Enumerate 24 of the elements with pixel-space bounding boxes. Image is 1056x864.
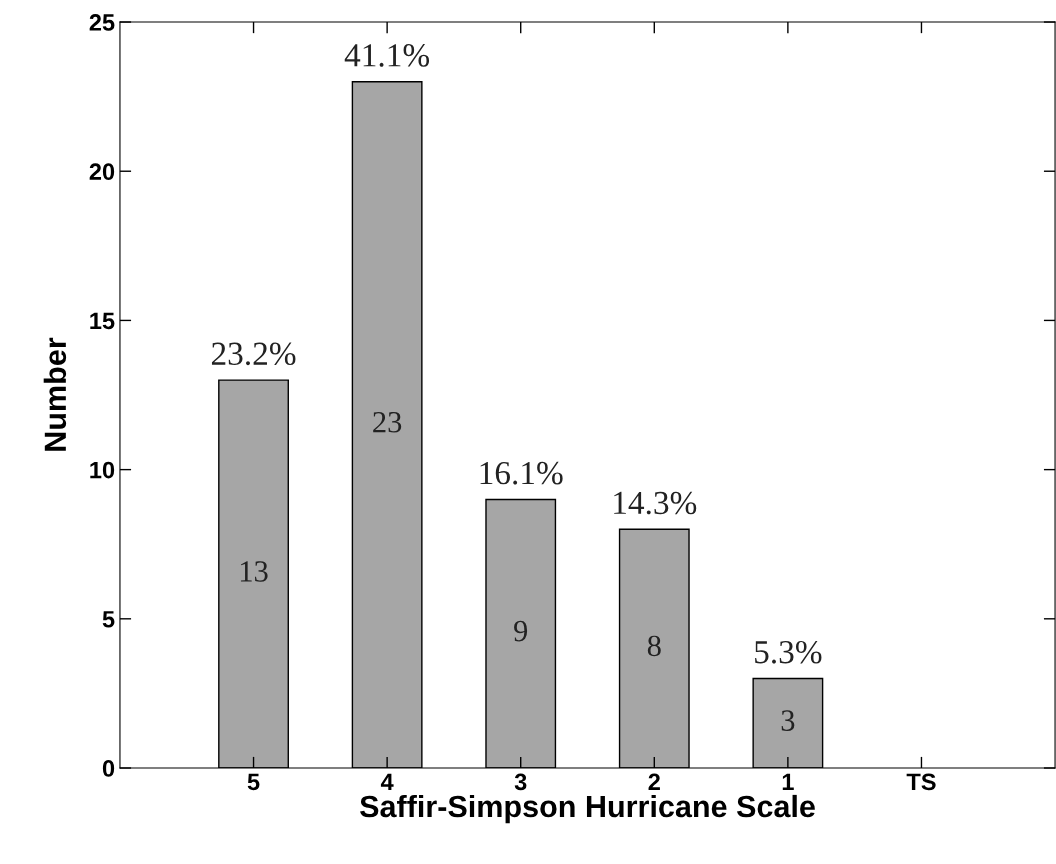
y-tick-label: 20	[89, 163, 115, 181]
annotation: 16.1%	[480, 461, 563, 485]
data-label: 9	[514, 620, 528, 642]
x-tick-label: 2	[648, 773, 660, 790]
data-label: 13	[240, 561, 268, 582]
annotation: 5.3%	[755, 640, 822, 664]
y-tick-label: 10	[90, 461, 115, 479]
y-tick-label: 0	[102, 760, 115, 777]
x-tick-label: 3	[514, 773, 527, 791]
y-tick-label: 25	[89, 14, 115, 31]
data-label: 8	[647, 635, 661, 657]
x-tick-label: TS	[906, 773, 936, 791]
data-label: 23	[373, 411, 402, 433]
x-tick-label: 1	[782, 773, 794, 790]
annotation: 14.3%	[614, 491, 697, 515]
x-tick-label: 5	[247, 773, 260, 791]
annotation: 41.1%	[344, 44, 430, 67]
y-axis-title: Number	[43, 337, 67, 451]
x-axis-title: Saffir-Simpson Hurricane Scale	[360, 794, 815, 824]
y-tick-label: 5	[102, 611, 115, 628]
y-tick-label: 15	[90, 312, 115, 330]
data-label: 3	[781, 710, 795, 731]
x-tick-label: 4	[380, 773, 394, 790]
annotation: 23.2%	[211, 342, 296, 366]
